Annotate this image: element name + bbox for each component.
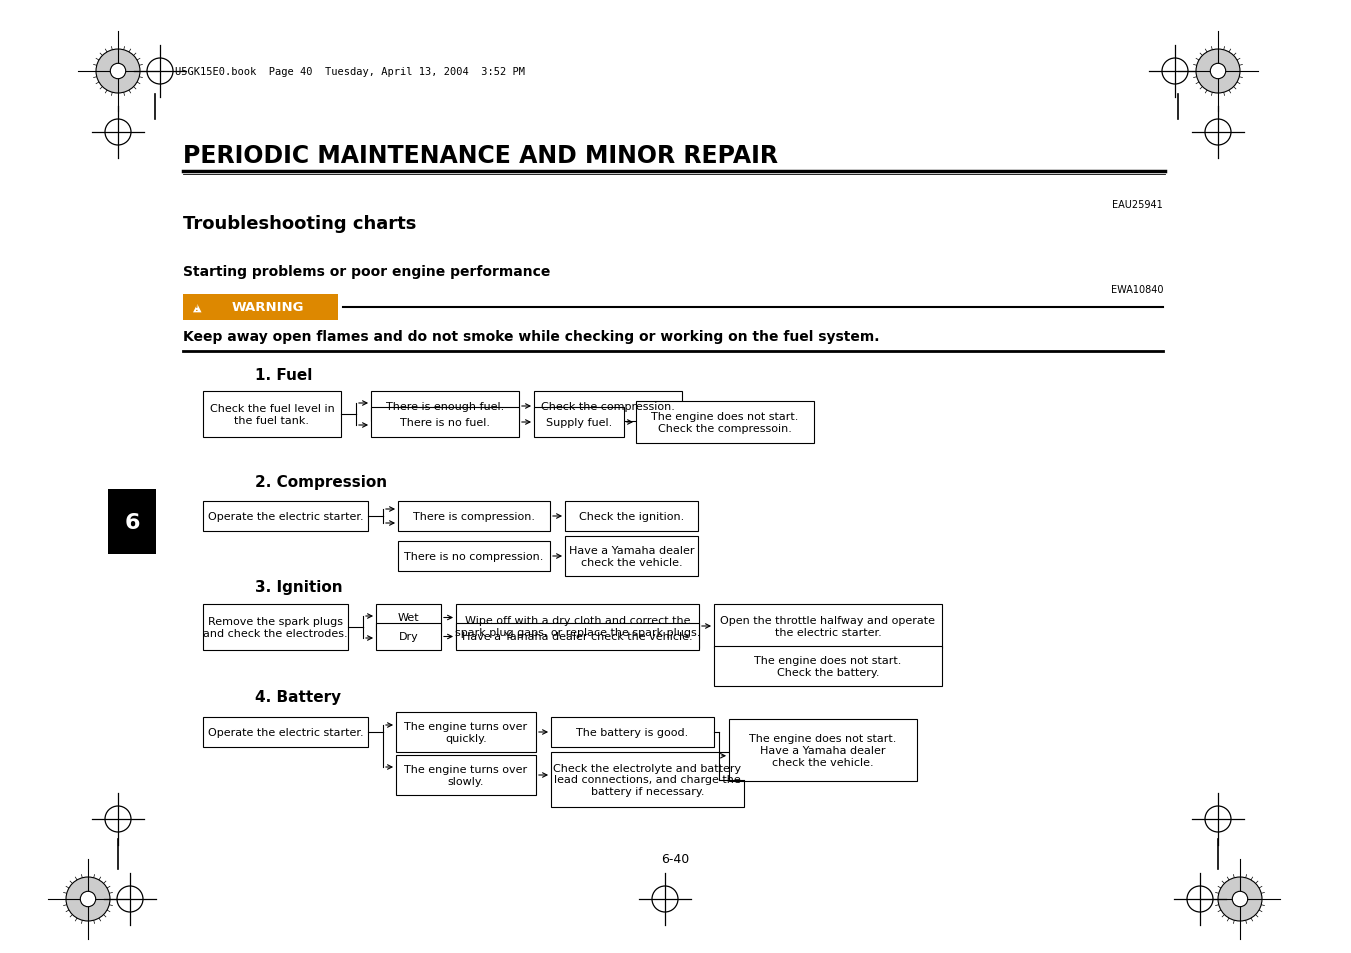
Bar xyxy=(534,392,682,421)
Circle shape xyxy=(66,877,109,921)
Bar xyxy=(565,501,698,532)
Bar xyxy=(399,501,550,532)
Bar xyxy=(203,501,367,532)
Text: Have a Yamaha dealer check the vehicle.: Have a Yamaha dealer check the vehicle. xyxy=(462,632,693,641)
Bar xyxy=(203,718,367,747)
Bar xyxy=(534,408,624,437)
Text: EWA10840: EWA10840 xyxy=(1111,285,1163,294)
Text: 6-40: 6-40 xyxy=(662,853,689,865)
Text: 3. Ignition: 3. Ignition xyxy=(255,579,343,595)
Text: 1. Fuel: 1. Fuel xyxy=(255,368,312,382)
Bar xyxy=(399,541,550,572)
Text: Troubleshooting charts: Troubleshooting charts xyxy=(182,214,416,233)
Bar xyxy=(396,712,536,752)
Text: The engine does not start.
Check the compressoin.: The engine does not start. Check the com… xyxy=(651,412,798,434)
Bar xyxy=(713,646,942,686)
Circle shape xyxy=(1232,891,1248,906)
Text: !: ! xyxy=(195,304,199,314)
Text: Dry: Dry xyxy=(399,632,419,641)
Text: ▲: ▲ xyxy=(193,303,201,313)
Text: Remove the spark plugs
and check the electrodes.: Remove the spark plugs and check the ele… xyxy=(203,617,347,639)
Bar xyxy=(565,537,698,577)
Bar xyxy=(551,752,744,807)
Bar xyxy=(203,392,340,437)
Text: Keep away open flames and do not smoke while checking or working on the fuel sys: Keep away open flames and do not smoke w… xyxy=(182,330,880,344)
Text: 6: 6 xyxy=(124,513,139,533)
Text: Wipe off with a dry cloth and correct the
spark plug gaps, or replace the spark : Wipe off with a dry cloth and correct th… xyxy=(455,616,700,638)
Text: U5GK15E0.book  Page 40  Tuesday, April 13, 2004  3:52 PM: U5GK15E0.book Page 40 Tuesday, April 13,… xyxy=(176,67,526,77)
Text: Operate the electric starter.: Operate the electric starter. xyxy=(208,727,363,738)
Text: There is no fuel.: There is no fuel. xyxy=(400,417,490,428)
Text: There is compression.: There is compression. xyxy=(413,512,535,521)
Circle shape xyxy=(1210,64,1225,80)
Bar xyxy=(372,392,519,421)
Text: EAU25941: EAU25941 xyxy=(1112,200,1163,210)
Bar xyxy=(372,408,519,437)
Text: Operate the electric starter.: Operate the electric starter. xyxy=(208,512,363,521)
Text: Check the ignition.: Check the ignition. xyxy=(578,512,684,521)
Text: The engine turns over
quickly.: The engine turns over quickly. xyxy=(404,721,527,743)
Text: Check the electrolyte and battery
lead connections, and charge the
battery if ne: Check the electrolyte and battery lead c… xyxy=(554,763,742,797)
Bar xyxy=(636,401,815,443)
Text: Starting problems or poor engine performance: Starting problems or poor engine perform… xyxy=(182,265,550,278)
Text: WARNING: WARNING xyxy=(232,301,304,314)
Bar xyxy=(376,604,440,631)
Text: 2. Compression: 2. Compression xyxy=(255,475,388,490)
Text: Have a Yamaha dealer
check the vehicle.: Have a Yamaha dealer check the vehicle. xyxy=(569,546,694,567)
Text: There is enough fuel.: There is enough fuel. xyxy=(386,401,504,412)
Bar xyxy=(203,604,349,650)
Text: 4. Battery: 4. Battery xyxy=(255,689,340,704)
Bar xyxy=(730,720,917,781)
Text: The battery is good.: The battery is good. xyxy=(577,727,689,738)
Text: The engine does not start.
Check the battery.: The engine does not start. Check the bat… xyxy=(754,656,901,677)
Bar xyxy=(457,604,698,648)
Text: Check the fuel level in
the fuel tank.: Check the fuel level in the fuel tank. xyxy=(209,404,335,425)
Bar xyxy=(457,623,698,650)
Text: Open the throttle halfway and operate
the electric starter.: Open the throttle halfway and operate th… xyxy=(720,616,935,638)
Text: Check the compression.: Check the compression. xyxy=(540,401,676,412)
Circle shape xyxy=(80,891,96,906)
Bar xyxy=(551,718,713,747)
Text: PERIODIC MAINTENANCE AND MINOR REPAIR: PERIODIC MAINTENANCE AND MINOR REPAIR xyxy=(182,144,778,168)
Bar xyxy=(713,604,942,648)
Circle shape xyxy=(1196,50,1240,94)
Text: The engine turns over
slowly.: The engine turns over slowly. xyxy=(404,764,527,786)
Text: The engine does not start.
Have a Yamaha dealer
check the vehicle.: The engine does not start. Have a Yamaha… xyxy=(750,734,897,767)
Bar xyxy=(108,490,155,555)
Text: Supply fuel.: Supply fuel. xyxy=(546,417,612,428)
Bar xyxy=(182,294,338,320)
Circle shape xyxy=(1219,877,1262,921)
Text: There is no compression.: There is no compression. xyxy=(404,552,543,561)
Bar xyxy=(396,755,536,795)
Bar xyxy=(376,623,440,650)
Text: Wet: Wet xyxy=(397,613,419,623)
Circle shape xyxy=(111,64,126,80)
Circle shape xyxy=(96,50,141,94)
